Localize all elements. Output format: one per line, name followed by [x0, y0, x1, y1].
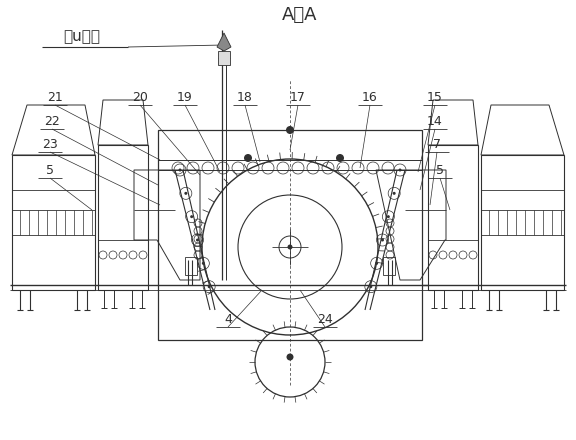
Circle shape: [208, 285, 211, 288]
Circle shape: [287, 245, 293, 249]
Circle shape: [387, 215, 390, 218]
Text: 18: 18: [237, 91, 253, 103]
Bar: [185, 257, 197, 275]
Text: 21: 21: [47, 91, 63, 103]
Bar: [12, 155, 95, 290]
Circle shape: [393, 192, 396, 195]
Text: 5: 5: [436, 164, 444, 176]
Text: 19: 19: [177, 91, 193, 103]
Text: 17: 17: [290, 91, 306, 103]
Bar: [428, 145, 478, 290]
Text: 15: 15: [427, 91, 443, 103]
Text: 4: 4: [224, 312, 232, 326]
Circle shape: [184, 192, 187, 195]
Bar: [481, 155, 564, 290]
Text: 20: 20: [132, 91, 148, 103]
Polygon shape: [217, 33, 231, 51]
Text: 14: 14: [427, 114, 443, 128]
Text: 22: 22: [44, 114, 60, 128]
Circle shape: [375, 262, 378, 265]
Circle shape: [286, 353, 294, 360]
Text: 16: 16: [362, 91, 378, 103]
Text: 7: 7: [433, 137, 441, 150]
Circle shape: [196, 238, 199, 242]
Circle shape: [336, 154, 344, 162]
Circle shape: [286, 126, 294, 134]
Text: 5: 5: [46, 164, 54, 176]
Circle shape: [190, 215, 193, 218]
Bar: [98, 145, 148, 290]
Circle shape: [202, 262, 205, 265]
Bar: [383, 257, 395, 275]
Text: 23: 23: [42, 137, 58, 150]
Text: A－A: A－A: [282, 6, 318, 24]
Circle shape: [369, 285, 372, 288]
Bar: [158, 130, 422, 340]
Bar: [218, 51, 230, 65]
Circle shape: [179, 169, 181, 172]
Circle shape: [244, 154, 252, 162]
Circle shape: [381, 238, 384, 242]
Text: 修u井机: 修u井机: [63, 29, 100, 44]
Text: 24: 24: [317, 312, 333, 326]
Circle shape: [399, 169, 401, 172]
